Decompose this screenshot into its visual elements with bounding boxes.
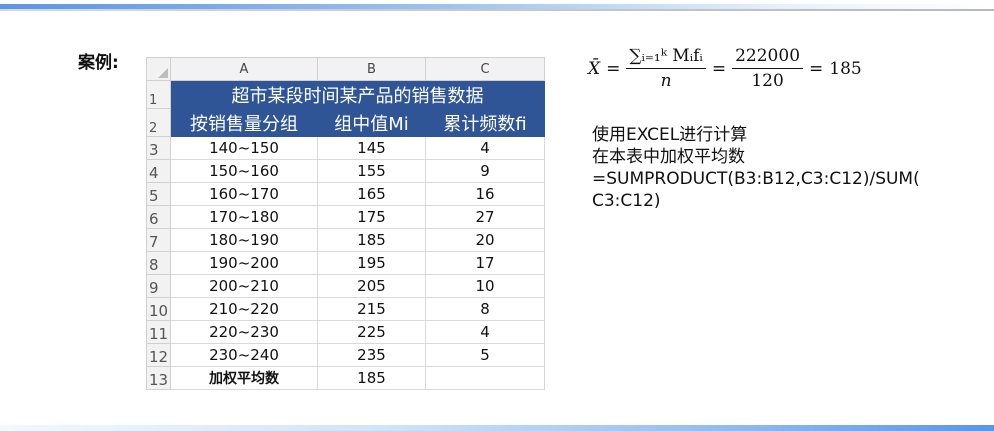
row-header[interactable]: 11 [146, 320, 171, 344]
weighted-mean-formula: X̄ = ∑ᵢ₌₁ᵏ Mᵢfᵢ n = 222000 120 = 185 [588, 46, 862, 91]
midpoint-cell[interactable]: 165 [317, 182, 426, 206]
range-cell[interactable]: 160~170 [170, 182, 318, 206]
frequency-cell[interactable]: 8 [425, 297, 545, 321]
midpoint-cell[interactable]: 145 [317, 136, 426, 160]
row-header[interactable]: 7 [146, 228, 171, 252]
table-row: 6 170~180 175 27 [146, 205, 545, 229]
range-cell[interactable]: 220~230 [170, 320, 318, 344]
formula-result: 185 [829, 58, 862, 79]
table-title-cell[interactable]: 超市某段时间某产品的销售数据 [170, 80, 545, 109]
range-cell[interactable]: 150~160 [170, 159, 318, 183]
table-row: 10 210~220 215 8 [146, 297, 545, 321]
row-header[interactable]: 13 [146, 366, 171, 390]
frequency-cell[interactable]: 16 [425, 182, 545, 206]
range-cell[interactable]: 230~240 [170, 343, 318, 367]
row-header[interactable]: 6 [146, 205, 171, 229]
row-header[interactable]: 3 [146, 136, 171, 160]
formula-denominator: n [660, 71, 672, 91]
frequency-cell[interactable]: 17 [425, 251, 545, 275]
excel-notes: 使用EXCEL进行计算 在本表中加权平均数 =SUMPRODUCT(B3:B12… [592, 124, 920, 212]
midpoint-cell[interactable]: 225 [317, 320, 426, 344]
table-row: 12 230~240 235 5 [146, 343, 545, 367]
select-all-corner[interactable] [146, 57, 171, 81]
column-header-c[interactable]: C [425, 57, 545, 81]
row-header[interactable]: 9 [146, 274, 171, 298]
range-cell[interactable]: 170~180 [170, 205, 318, 229]
range-cell[interactable]: 180~190 [170, 228, 318, 252]
header-cell[interactable]: 组中值Mi [317, 108, 426, 137]
range-cell[interactable]: 140~150 [170, 136, 318, 160]
note-line: C3:C12) [592, 191, 661, 211]
frequency-cell[interactable]: 4 [425, 136, 545, 160]
top-divider [0, 9, 994, 11]
summary-value-cell[interactable]: 185 [317, 366, 426, 390]
table-row: 11 220~230 225 4 [146, 320, 545, 344]
spreadsheet-table: A B C 1 超市某段时间某产品的销售数据 2 按销售量分组 组中值Mi 累计… [146, 57, 545, 390]
frequency-cell[interactable]: 9 [425, 159, 545, 183]
midpoint-cell[interactable]: 155 [317, 159, 426, 183]
table-row: 9 200~210 205 10 [146, 274, 545, 298]
column-header-b[interactable]: B [317, 57, 426, 81]
row-header[interactable]: 5 [146, 182, 171, 206]
note-line: 使用EXCEL进行计算 [592, 125, 748, 145]
fraction-numeric: 222000 120 [732, 46, 804, 91]
top-accent-bar [0, 4, 994, 9]
table-row: 5 160~170 165 16 [146, 182, 545, 206]
table-row: 7 180~190 185 20 [146, 228, 545, 252]
column-header-a[interactable]: A [170, 57, 318, 81]
midpoint-cell[interactable]: 185 [317, 228, 426, 252]
table-row: 4 150~160 155 9 [146, 159, 545, 183]
midpoint-cell[interactable]: 195 [317, 251, 426, 275]
case-label: 案例: [78, 53, 119, 73]
row-header[interactable]: 4 [146, 159, 171, 183]
row-header[interactable]: 8 [146, 251, 171, 275]
row-header[interactable]: 1 [146, 80, 171, 109]
midpoint-cell[interactable]: 215 [317, 297, 426, 321]
row-header[interactable]: 12 [146, 343, 171, 367]
range-cell[interactable]: 190~200 [170, 251, 318, 275]
row-header[interactable]: 10 [146, 297, 171, 321]
formula-numerator: ∑ᵢ₌₁ᵏ Mᵢfᵢ [626, 46, 706, 69]
frequency-cell[interactable]: 4 [425, 320, 545, 344]
equals-sign: = [711, 58, 727, 79]
frequency-cell[interactable]: 10 [425, 274, 545, 298]
header-cell[interactable]: 累计频数fi [425, 108, 545, 137]
table-row: 3 140~150 145 4 [146, 136, 545, 160]
midpoint-cell[interactable]: 205 [317, 274, 426, 298]
range-cell[interactable]: 200~210 [170, 274, 318, 298]
summary-label-cell[interactable]: 加权平均数 [170, 366, 318, 390]
row-header[interactable]: 2 [146, 108, 171, 137]
note-line: =SUMPRODUCT(B3:B12,C3:C12)/SUM( [592, 169, 920, 189]
midpoint-cell[interactable]: 175 [317, 205, 426, 229]
empty-cell[interactable] [425, 366, 545, 390]
numeric-numerator: 222000 [732, 46, 804, 69]
equals-sign: = [606, 58, 621, 79]
formula-lhs: X̄ [588, 58, 601, 79]
table-row: 8 190~200 195 17 [146, 251, 545, 275]
frequency-cell[interactable]: 27 [425, 205, 545, 229]
note-line: 在本表中加权平均数 [592, 147, 745, 167]
equals-sign: = [809, 58, 824, 79]
header-cell[interactable]: 按销售量分组 [170, 108, 318, 137]
range-cell[interactable]: 210~220 [170, 297, 318, 321]
bottom-accent-bar [0, 425, 994, 431]
frequency-cell[interactable]: 5 [425, 343, 545, 367]
fraction-symbolic: ∑ᵢ₌₁ᵏ Mᵢfᵢ n [626, 46, 706, 91]
frequency-cell[interactable]: 20 [425, 228, 545, 252]
midpoint-cell[interactable]: 235 [317, 343, 426, 367]
numeric-denominator: 120 [751, 71, 784, 91]
